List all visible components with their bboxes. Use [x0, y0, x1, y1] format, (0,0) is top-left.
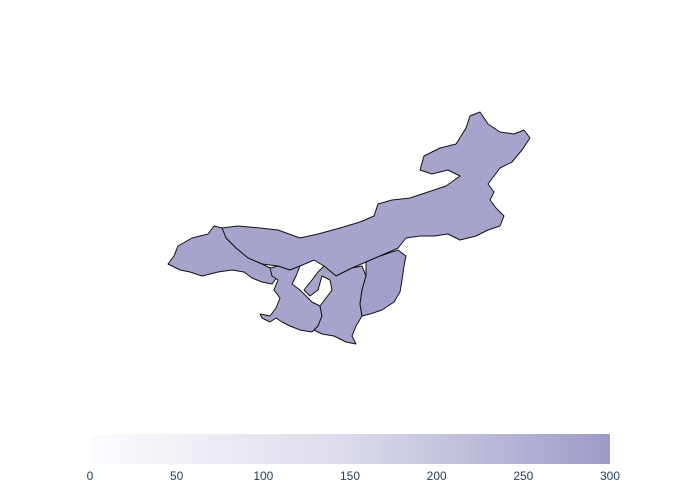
- region-center-east[interactable]: [359, 249, 407, 317]
- colorbar-tick-label: 300: [600, 469, 620, 483]
- colorbar-gradient: [90, 434, 610, 464]
- colorbar-tick-label: 200: [427, 469, 447, 483]
- colorbar-tick-label: 100: [253, 469, 273, 483]
- region-center-west[interactable]: [259, 265, 323, 333]
- colorbar-tick-label: 0: [87, 469, 94, 483]
- colorbar-ticks: 0 50 100 150 200 250 300: [87, 469, 621, 483]
- region-north-main[interactable]: [221, 111, 531, 277]
- colorbar-tick-label: 150: [340, 469, 360, 483]
- colorbar-tick-label: 50: [170, 469, 184, 483]
- colorbar: 0 50 100 150 200 250 300: [87, 434, 621, 483]
- colorbar-tick-label: 250: [513, 469, 533, 483]
- map-regions: [167, 111, 531, 345]
